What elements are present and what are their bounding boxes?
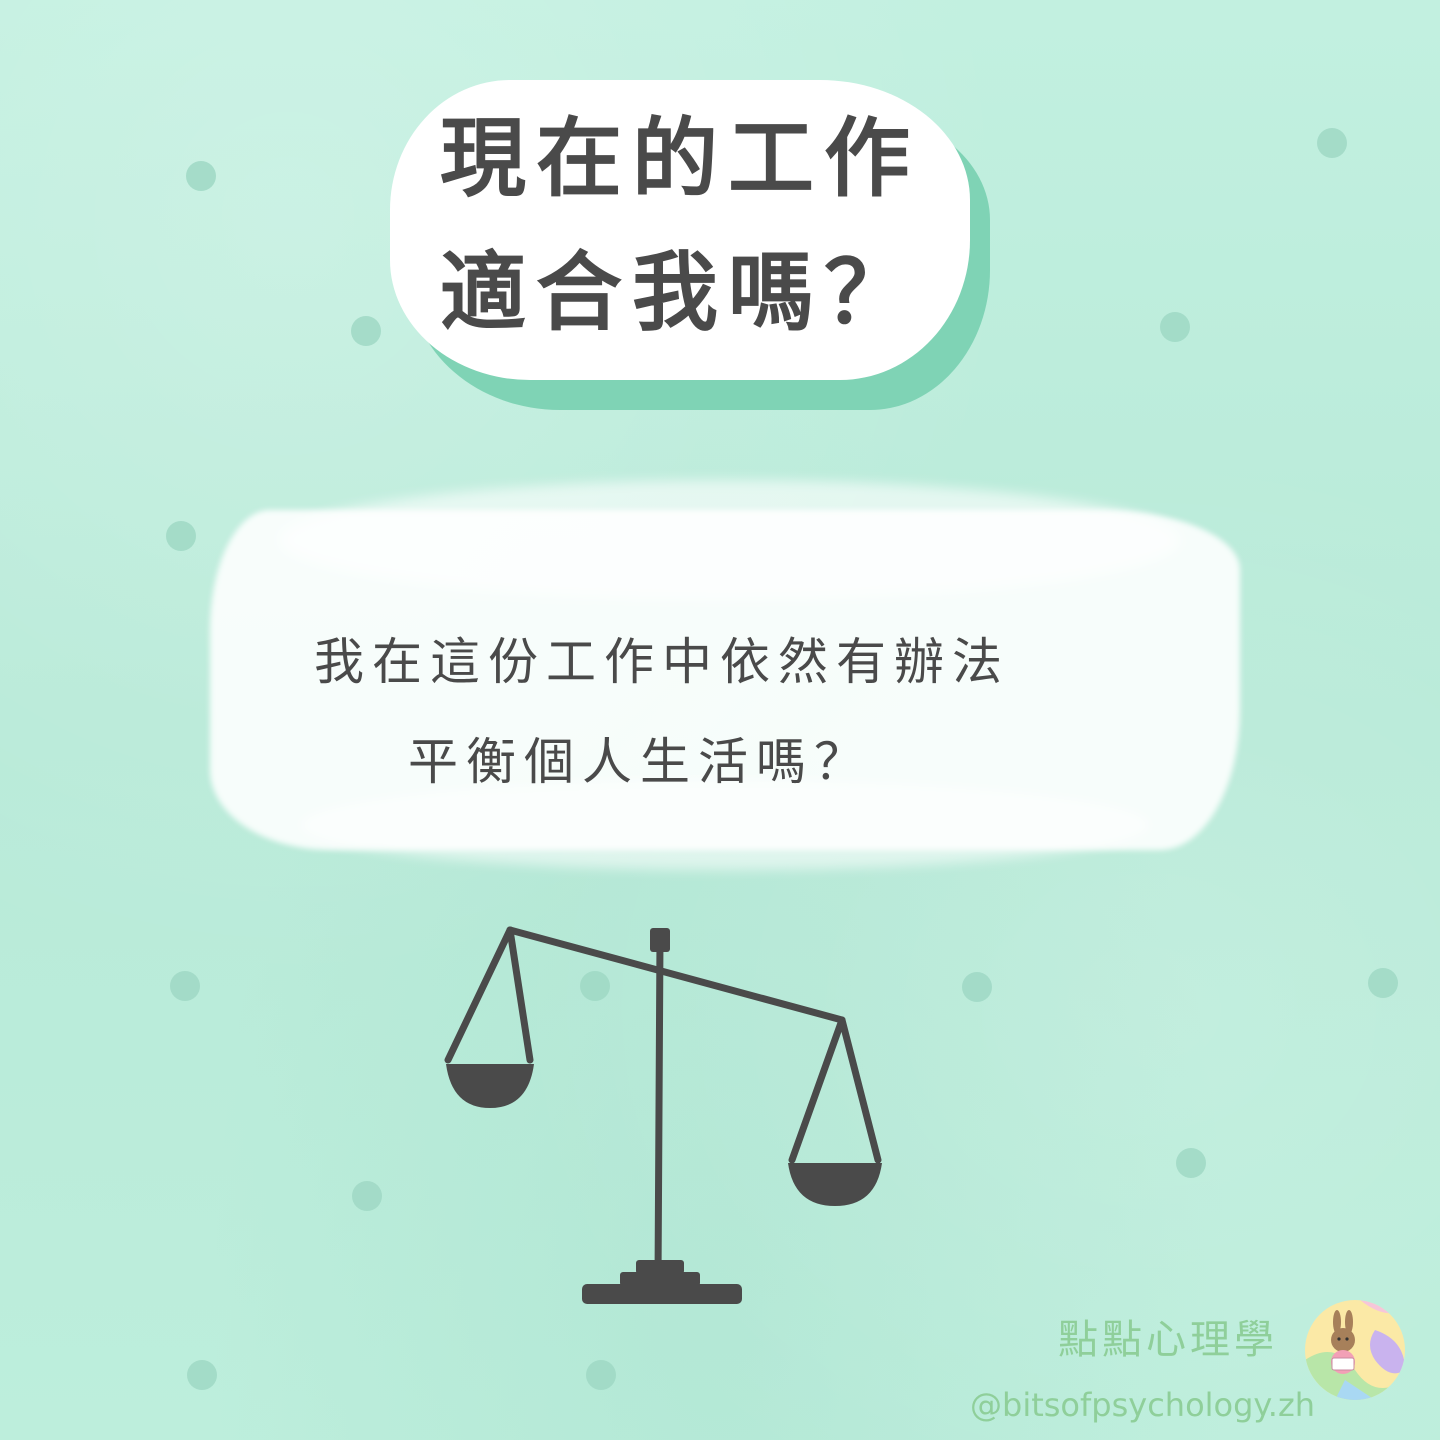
decor-dot [586, 1360, 616, 1390]
decor-dot [352, 1181, 382, 1211]
question-line-2: 平衡個人生活嗎？ [408, 733, 872, 791]
title-line-2: 適合我嗎？ [440, 243, 920, 343]
decor-dot [962, 972, 992, 1002]
balance-scale-icon [444, 926, 882, 1304]
brand-handle: @bitsofpsychology.zh [970, 1386, 1316, 1424]
decor-dot [1368, 968, 1398, 998]
decor-dot [1176, 1148, 1206, 1178]
decor-dot [1160, 312, 1190, 342]
decor-dot [166, 521, 196, 551]
decor-dot [187, 1360, 217, 1390]
brand-name: 點點心理學 [1058, 1317, 1278, 1363]
page-title: 現在的工作 適合我嗎？ [390, 92, 970, 360]
decor-dot [580, 971, 610, 1001]
decor-dot [351, 316, 381, 346]
decor-dot [186, 161, 216, 191]
question-text: 我在這份工作中依然有辦法 平衡個人生活嗎？ [300, 612, 1200, 812]
title-cloud [390, 80, 970, 380]
decor-dot [1317, 128, 1347, 158]
question-line-1: 我在這份工作中依然有辦法 [314, 633, 1010, 691]
brush-stroke [300, 780, 1150, 870]
decor-dot [170, 971, 200, 1001]
bunny-reading-logo [1305, 1300, 1405, 1400]
title-line-1: 現在的工作 [440, 109, 920, 209]
